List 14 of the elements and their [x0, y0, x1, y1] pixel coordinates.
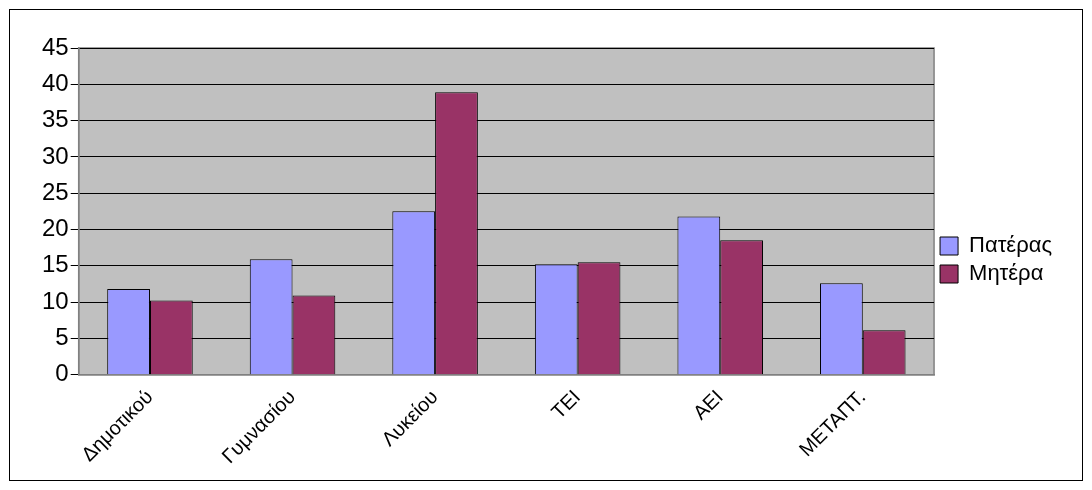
y-tick-label: 0: [55, 359, 69, 387]
x-tick-label: ΑΕΙ: [688, 385, 727, 424]
y-tick-label: 15: [41, 250, 69, 278]
y-tick-label: 35: [41, 105, 69, 133]
y-tick-label: 40: [41, 68, 69, 96]
y-tick-label: 5: [55, 322, 69, 350]
y-tick-label: 25: [41, 177, 69, 205]
legend-label: Μητέρα: [969, 260, 1044, 286]
y-tick-label: 20: [41, 214, 69, 242]
legend-label: Πατέρας: [969, 232, 1053, 258]
x-tick-label: ΤΕΙ: [546, 385, 585, 423]
y-tick-label: 45: [41, 32, 69, 60]
y-tick-label: 30: [41, 141, 69, 169]
y-tick-label: 10: [41, 286, 69, 314]
